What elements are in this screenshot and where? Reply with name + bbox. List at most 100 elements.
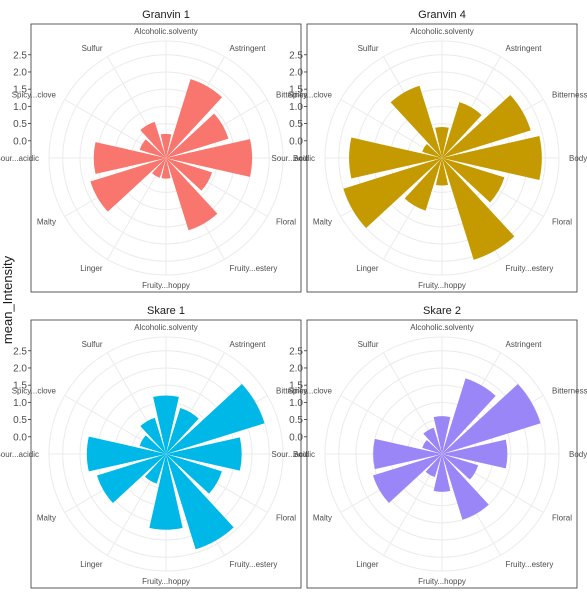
bar-malty bbox=[90, 158, 166, 212]
bar-spicy-clove bbox=[422, 144, 442, 158]
category-label: Sulfur bbox=[358, 44, 379, 53]
category-label: Sour...acidic bbox=[0, 450, 39, 459]
category-label: Alcoholic.solventy bbox=[410, 27, 474, 36]
category-label: Fruity...estery bbox=[230, 560, 278, 569]
category-label: Malty bbox=[313, 514, 332, 523]
y-tick-label: 0.5 bbox=[289, 119, 303, 130]
panels: Granvin 1 Alcoholic.solventy Astringent Bit… bbox=[0, 9, 587, 589]
bar-body bbox=[442, 439, 508, 469]
panel-2: Skare 1 Alcoholic.solventy Astringent Bitte… bbox=[0, 305, 312, 589]
y-tick-label: 1.0 bbox=[13, 102, 27, 113]
bar-malty bbox=[373, 454, 442, 504]
category-label: Spicy...clove bbox=[288, 91, 333, 100]
category-label: Floral bbox=[552, 218, 572, 227]
bar-fruity-estery bbox=[166, 158, 218, 231]
bar-malty bbox=[343, 158, 442, 229]
bar-bitterness bbox=[442, 94, 531, 158]
bar-alcoholic-solventy bbox=[153, 395, 179, 454]
category-label: Spicy...clove bbox=[12, 387, 57, 396]
bar-bitterness bbox=[442, 383, 541, 454]
y-tick-label: 2.0 bbox=[289, 68, 303, 79]
bar-fruity-estery bbox=[166, 454, 234, 550]
y-tick-label: 1.0 bbox=[13, 398, 27, 409]
y-tick-label: 0.0 bbox=[13, 432, 27, 443]
category-label: Linger bbox=[80, 560, 103, 569]
category-label: Floral bbox=[276, 218, 296, 227]
category-label: Fruity...estery bbox=[230, 264, 278, 273]
bar-floral bbox=[442, 158, 505, 203]
y-tick-label: 2.0 bbox=[13, 364, 27, 375]
bar-body bbox=[166, 437, 242, 471]
category-label: Fruity...estery bbox=[506, 560, 554, 569]
category-label: Sulfur bbox=[82, 44, 103, 53]
category-label: Fruity...hoppy bbox=[142, 281, 190, 290]
panel-title: Granvin 4 bbox=[418, 9, 466, 21]
bar-astringent bbox=[166, 79, 223, 158]
category-label: Sulfur bbox=[358, 340, 379, 349]
category-label: Body bbox=[569, 450, 587, 459]
y-axis-label: mean_Intensity bbox=[0, 255, 15, 344]
bar-astringent bbox=[442, 102, 482, 158]
bar-sour-acidic bbox=[93, 142, 166, 174]
y-tick-label: 0.5 bbox=[13, 119, 27, 130]
category-label: Alcoholic.solventy bbox=[134, 323, 198, 332]
bar-linger bbox=[425, 454, 442, 477]
category-label: Sour...acidic bbox=[0, 154, 39, 163]
category-label: Fruity...estery bbox=[506, 264, 554, 273]
category-label: Bitterness bbox=[276, 387, 312, 396]
bar-alcoholic-solventy bbox=[160, 133, 172, 158]
bar-sour-acidic bbox=[373, 438, 442, 470]
bar-spicy-clove bbox=[139, 139, 166, 158]
bar-spicy-clove bbox=[139, 435, 166, 454]
category-label: Floral bbox=[276, 514, 296, 523]
bar-sour-acidic bbox=[86, 436, 166, 472]
bar-astringent bbox=[442, 378, 496, 454]
bar-sulfur bbox=[423, 427, 442, 454]
category-label: Fruity...hoppy bbox=[142, 577, 190, 586]
bar-sulfur bbox=[140, 121, 166, 158]
category-label: Bitterness bbox=[276, 91, 312, 100]
category-label: Astringent bbox=[230, 44, 267, 53]
y-tick-label: 1.5 bbox=[13, 381, 27, 392]
category-label: Spicy...clove bbox=[288, 387, 333, 396]
panel-title: Granvin 1 bbox=[142, 9, 190, 21]
category-label: Sulfur bbox=[82, 340, 103, 349]
category-label: Alcoholic.solventy bbox=[410, 323, 474, 332]
y-tick-label: 2.0 bbox=[13, 68, 27, 79]
y-tick-label: 2.5 bbox=[289, 346, 303, 357]
y-tick-label: 0.5 bbox=[289, 415, 303, 426]
bar-alcoholic-solventy bbox=[435, 127, 449, 158]
category-label: Astringent bbox=[506, 340, 543, 349]
category-label: Body bbox=[293, 450, 311, 459]
bar-spicy-clove bbox=[422, 440, 442, 454]
bar-astringent bbox=[166, 408, 199, 454]
category-label: Linger bbox=[80, 264, 103, 273]
bar-fruity-hoppy bbox=[433, 454, 451, 492]
bar-fruity-estery bbox=[442, 158, 515, 260]
bar-malty bbox=[97, 454, 166, 504]
y-tick-label: 1.5 bbox=[289, 381, 303, 392]
category-label: Floral bbox=[552, 514, 572, 523]
y-tick-label: 1.5 bbox=[13, 85, 27, 96]
category-label: Bitterness bbox=[552, 91, 587, 100]
bar-alcoholic-solventy bbox=[433, 416, 451, 454]
y-tick-label: 2.5 bbox=[13, 50, 27, 61]
bar-sour-acidic bbox=[349, 137, 442, 179]
bar-linger bbox=[152, 158, 166, 178]
bar-fruity-hoppy bbox=[435, 158, 449, 186]
y-tick-label: 1.5 bbox=[289, 85, 303, 96]
y-tick-label: 0.0 bbox=[13, 136, 27, 147]
y-tick-label: 2.0 bbox=[289, 364, 303, 375]
panel-3: Skare 2 Alcoholic.solventy Astringent Bitte… bbox=[271, 305, 587, 589]
category-label: Spicy...clove bbox=[12, 91, 57, 100]
y-tick-label: 0.0 bbox=[289, 432, 303, 443]
bar-linger bbox=[144, 454, 166, 484]
y-tick-label: 1.0 bbox=[289, 102, 303, 113]
category-label: Body bbox=[293, 154, 311, 163]
bar-body bbox=[166, 139, 253, 177]
category-label: Malty bbox=[37, 514, 56, 523]
category-label: Alcoholic.solventy bbox=[134, 27, 198, 36]
bar-bitterness bbox=[166, 113, 229, 158]
category-label: Malty bbox=[37, 218, 56, 227]
